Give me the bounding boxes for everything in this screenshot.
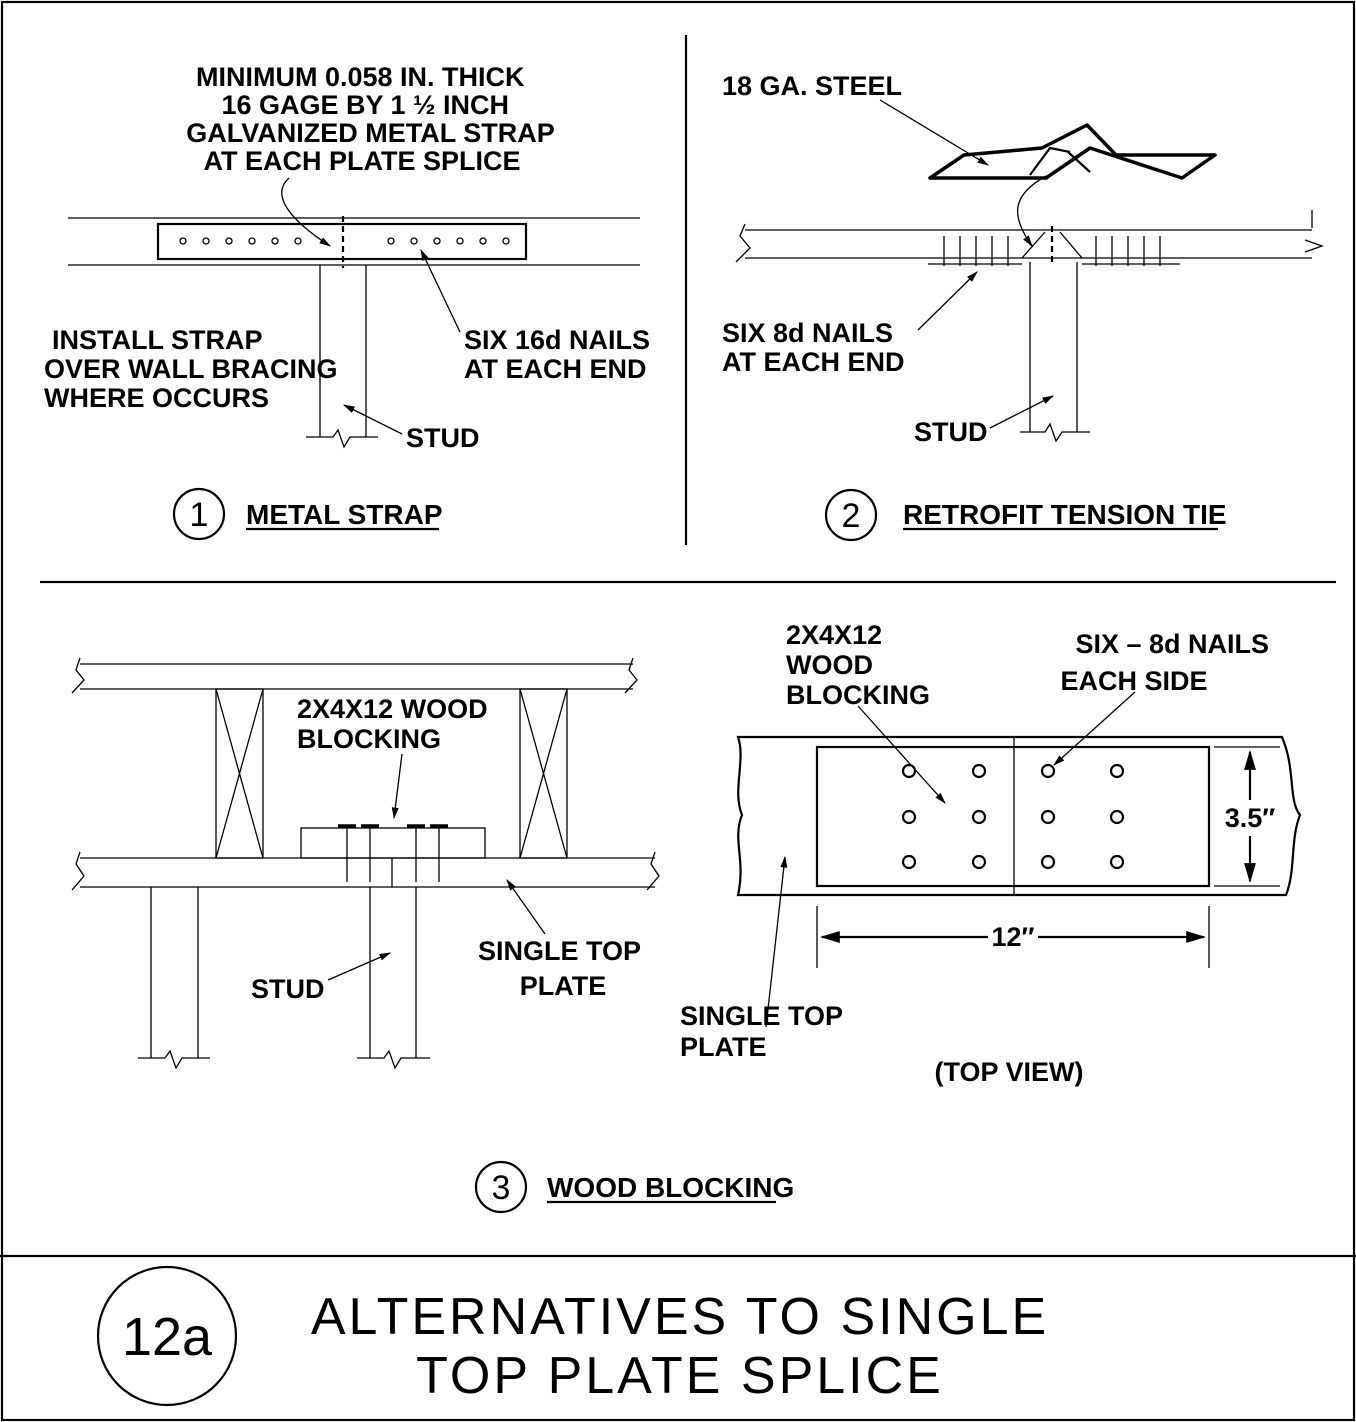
nails-note-line: AT EACH END (722, 347, 905, 377)
detail-number: 2 (842, 497, 861, 535)
steel-label: 18 GA. STEEL (722, 71, 902, 101)
detail-title: RETROFIT TENSION TIE (903, 499, 1227, 530)
length-dimension: 12″ (992, 922, 1035, 952)
stud-3a (138, 887, 210, 1070)
sheet-title-block: 12a ALTERNATIVES TO SINGLE TOP PLATE SPL… (96, 1265, 1049, 1407)
sheet-title-line2: TOP PLATE SPLICE (416, 1347, 944, 1405)
tension-tie-steel (928, 123, 1217, 180)
detail-title: METAL STRAP (246, 499, 443, 530)
blocking-note-line: BLOCKING (786, 680, 930, 710)
plate-note-line: PLATE (520, 971, 607, 1001)
stud-label: STUD (914, 417, 988, 447)
dimension-width: 3.5″ (1214, 746, 1280, 887)
plate-note-line: PLATE (680, 1032, 767, 1062)
stud-label: STUD (406, 423, 480, 453)
strap-note-line: 16 GAGE BY 1 ½ INCH (221, 90, 509, 120)
detail-number-circle (172, 487, 226, 541)
blocking-note-line: 2X4X12 (786, 620, 882, 650)
detail-title: WOOD BLOCKING (547, 1172, 794, 1203)
blocking-note-line: BLOCKING (297, 724, 441, 754)
blocking-note: 2X4X12 WOOD BLOCKING (297, 694, 495, 754)
wood-blocking (300, 827, 486, 859)
sheet-title-line1: ALTERNATIVES TO SINGLE (311, 1288, 1049, 1346)
detail-3-side-view: 2X4X12 WOOD BLOCKING STUD SINGLE TOP PLA… (71, 657, 660, 1070)
stud-2 (1020, 262, 1090, 443)
install-note-line: INSTALL STRAP (52, 325, 262, 355)
brace-left (215, 688, 264, 859)
blocking-nails (338, 824, 448, 882)
blocking-note-line: 2X4X12 WOOD (297, 694, 488, 724)
brace-right (519, 688, 568, 859)
detail-1-metal-strap: MINIMUM 0.058 IN. THICK 16 GAGE BY 1 ½ I… (44, 62, 658, 541)
detail-number: 1 (190, 496, 209, 534)
stud-3b (357, 887, 430, 1070)
strap-note-line: GALVANIZED METAL STRAP (186, 118, 554, 148)
plate-note: SINGLE TOP PLATE (680, 1001, 850, 1062)
detail-number-circle (474, 1160, 528, 1214)
install-note-line: WHERE OCCURS (44, 383, 269, 413)
tie-nails (928, 231, 1180, 266)
single-top-plate (736, 735, 1302, 897)
plate-note: SINGLE TOP PLATE (478, 936, 648, 1001)
sheet-badge: 12a (122, 1307, 213, 1367)
blocking-note: 2X4X12 WOOD BLOCKING (786, 620, 930, 710)
detail-2-retrofit-tension-tie: 18 GA. STEEL SIX 8d NAILS AT EACH END ST… (722, 71, 1324, 542)
wood-blocking-top (815, 745, 1211, 888)
strap-note-line: MINIMUM 0.058 IN. THICK (196, 62, 525, 92)
leaders-top (765, 691, 1136, 1028)
leaders-1 (281, 177, 461, 435)
blocking-note-line: WOOD (786, 650, 873, 680)
strap-note: MINIMUM 0.058 IN. THICK 16 GAGE BY 1 ½ I… (186, 62, 562, 176)
nails-note-line: EACH SIDE (1060, 666, 1207, 696)
strap-note-line: AT EACH PLATE SPLICE (203, 146, 520, 176)
detail-number: 3 (492, 1169, 511, 1207)
top-view-caption: (TOP VIEW) (934, 1057, 1083, 1087)
leaders-3 (327, 753, 546, 981)
nails-note-line: SIX 16d NAILS (464, 325, 650, 355)
dimension-length: 12″ (816, 906, 1210, 968)
blocking-nail-pattern (901, 763, 1125, 870)
stud-1 (306, 265, 378, 449)
nails-note-line: SIX 8d NAILS (722, 318, 893, 348)
stud-label: STUD (251, 974, 325, 1004)
nails-note: SIX 16d NAILS AT EACH END (464, 325, 658, 384)
install-note: INSTALL STRAP OVER WALL BRACING WHERE OC… (44, 325, 345, 413)
strap-nails (179, 237, 510, 245)
sheet-badge-circle (96, 1265, 238, 1407)
width-dimension: 3.5″ (1225, 803, 1276, 833)
plate-note-line: SINGLE TOP (478, 936, 641, 966)
plate-note-line: SINGLE TOP (680, 1001, 843, 1031)
nails-note-line: SIX – 8d NAILS (1075, 629, 1269, 659)
detail-number-circle (824, 488, 878, 542)
install-note-line: OVER WALL BRACING (44, 354, 338, 384)
nails-note-line: AT EACH END (464, 354, 647, 384)
nails-note: SIX – 8d NAILS EACH SIDE (1060, 629, 1276, 696)
detail-3-title: 3 WOOD BLOCKING (474, 1160, 794, 1214)
leaders-2 (879, 99, 1055, 429)
nails-note: SIX 8d NAILS AT EACH END (722, 318, 905, 377)
detail-3-top-view: 3.5″ 12″ 2X4X12 WOOD BLOCKING SIX – 8d N… (680, 620, 1302, 1087)
